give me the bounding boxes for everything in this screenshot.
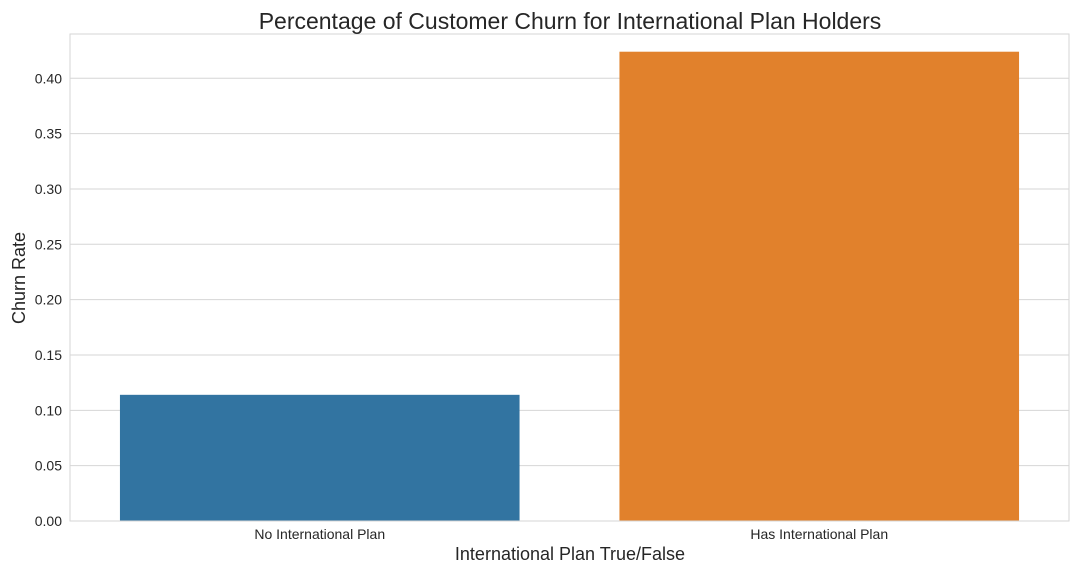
y-tick-label: 0.40 (35, 70, 62, 86)
bars (119, 51, 1020, 521)
plot-frame (69, 33, 1070, 522)
y-axis-label: Churn Rate (9, 232, 29, 324)
y-tick-label: 0.05 (35, 458, 62, 474)
y-tick-label: 0.00 (35, 513, 62, 529)
y-tick-label: 0.10 (35, 402, 62, 418)
y-tick-label: 0.25 (35, 236, 62, 252)
x-tick-label: Has International Plan (750, 526, 888, 542)
y-tick-labels: 0.00 0.05 0.10 0.15 0.20 0.25 0.30 0.35 0.40 (35, 70, 62, 529)
y-tick-label: 0.20 (35, 292, 62, 308)
x-tick-labels: No International Plan Has International P… (254, 526, 888, 542)
y-tick-label: 0.30 (35, 181, 62, 197)
x-axis-label: International Plan True/False (455, 544, 685, 564)
y-tick-label: 0.15 (35, 347, 62, 363)
chart-title: Percentage of Customer Churn for Interna… (259, 8, 882, 34)
bar-has-international-plan (619, 51, 1020, 521)
y-tick-label: 0.35 (35, 126, 62, 142)
x-tick-label: No International Plan (254, 526, 385, 542)
bar-no-international-plan (119, 394, 520, 521)
